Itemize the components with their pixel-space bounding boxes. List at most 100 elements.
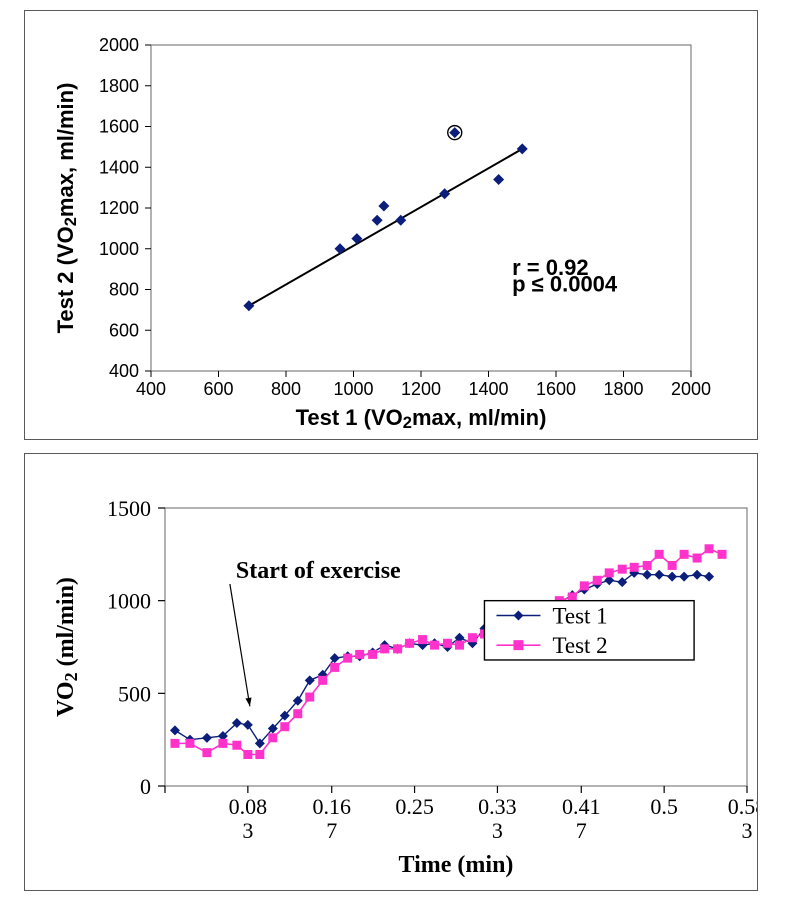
x-tick-label: 0.41 <box>562 794 601 819</box>
series-marker <box>705 544 714 553</box>
x-tick-label: 2000 <box>671 379 711 399</box>
annotation-arrowhead <box>245 697 251 706</box>
series-marker <box>330 653 340 663</box>
legend-label: Test 2 <box>552 633 607 658</box>
series-marker <box>405 639 414 648</box>
series-marker <box>679 572 689 582</box>
x-tick-label: 0.33 <box>478 794 517 819</box>
series-marker <box>280 722 289 731</box>
y-tick-label: 1600 <box>99 117 139 137</box>
series-marker <box>630 563 639 572</box>
x-tick-label: 1600 <box>536 379 576 399</box>
series-marker <box>692 570 702 580</box>
y-tick-label: 1000 <box>107 589 151 614</box>
x-tick-label: 1800 <box>603 379 643 399</box>
series-marker <box>643 561 652 570</box>
y-tick-label: 500 <box>118 681 151 706</box>
data-point <box>493 174 504 185</box>
data-point <box>372 215 383 226</box>
series-marker <box>343 654 352 663</box>
axis-label: Test 2 (VO2max, ml/min) <box>53 83 80 334</box>
x-tick-label: 1200 <box>401 379 441 399</box>
series-marker <box>605 568 614 577</box>
x-tick-label: 600 <box>203 379 233 399</box>
series-marker <box>330 663 339 672</box>
x-tick-label: 800 <box>271 379 301 399</box>
x-tick-label: 0.25 <box>395 794 434 819</box>
y-axis-label: VO2 (ml/min) <box>53 577 81 717</box>
data-point <box>335 243 346 254</box>
x-axis-label: Time (min) <box>399 852 514 878</box>
x-tick-label: 0.08 <box>229 794 268 819</box>
annotation-text: Start of exercise <box>236 558 401 584</box>
series-marker <box>202 748 211 757</box>
legend-marker <box>513 640 523 650</box>
series-marker <box>170 739 179 748</box>
data-point <box>439 188 450 199</box>
data-point <box>517 143 528 154</box>
scatter-panel: 400 600 800 1000 1200 1400 1600 1800 2000 400 600 8… <box>24 10 758 440</box>
series-marker <box>680 550 689 559</box>
y-tick-label: 2000 <box>99 35 139 55</box>
series-marker <box>654 570 664 580</box>
series-marker <box>455 641 464 650</box>
series-marker <box>642 570 652 580</box>
x-tick-label-2: 7 <box>326 818 337 843</box>
series-marker <box>305 693 314 702</box>
series-marker <box>580 581 589 590</box>
timeseries-panel: 0500100015000.0830.1670.250.3330.4170.50… <box>24 453 758 891</box>
series-marker <box>355 650 364 659</box>
series-marker <box>655 550 664 559</box>
series-marker <box>243 750 252 759</box>
series-marker <box>468 633 477 642</box>
series-marker <box>293 709 302 718</box>
series-marker <box>185 739 194 748</box>
y-tick-label: 1200 <box>99 198 139 218</box>
x-tick-label: 1400 <box>468 379 508 399</box>
series-marker <box>202 733 212 743</box>
y-tick-label: 0 <box>140 774 151 799</box>
series-marker <box>668 561 677 570</box>
series-marker <box>218 739 227 748</box>
data-point <box>449 127 460 138</box>
regression-line <box>249 149 522 306</box>
series-marker <box>368 650 377 659</box>
legend-label: Test 1 <box>552 603 607 628</box>
y-tick-label: 800 <box>109 280 139 300</box>
x-tick-label: 0.58 <box>728 794 757 819</box>
x-tick-label-2: 3 <box>742 818 753 843</box>
series-marker <box>418 635 427 644</box>
annotation-arrow <box>230 584 250 706</box>
data-point <box>378 200 389 211</box>
series-marker <box>718 550 727 559</box>
y-tick-label: 400 <box>109 361 139 381</box>
x-tick-label: 0.16 <box>312 794 351 819</box>
axis-label: Test 1 (VO2max, ml/min) <box>296 405 547 432</box>
series-marker <box>430 641 439 650</box>
x-tick-label: 400 <box>136 379 166 399</box>
series-marker <box>255 750 264 759</box>
x-tick-label-2: 3 <box>242 818 253 843</box>
series-marker <box>593 576 602 585</box>
x-tick-label-2: 3 <box>492 818 503 843</box>
series-marker <box>393 644 402 653</box>
y-tick-label: 600 <box>109 320 139 340</box>
x-tick-label-2: 7 <box>576 818 587 843</box>
series-marker <box>443 639 452 648</box>
x-tick-label: 1000 <box>333 379 373 399</box>
series-marker <box>305 675 315 685</box>
y-tick-label: 1800 <box>99 76 139 96</box>
y-tick-label: 1400 <box>99 157 139 177</box>
series-marker <box>618 565 627 574</box>
x-tick-label: 0.5 <box>650 794 678 819</box>
series-marker <box>693 554 702 563</box>
series-marker <box>704 572 714 582</box>
series-marker <box>318 676 327 685</box>
series-marker <box>232 741 241 750</box>
stat-p: p ≤ 0.0004 <box>512 272 618 297</box>
series-marker <box>243 720 253 730</box>
series-marker <box>170 725 180 735</box>
series-marker <box>268 733 277 742</box>
series-marker <box>380 644 389 653</box>
y-tick-label: 1500 <box>107 496 151 521</box>
